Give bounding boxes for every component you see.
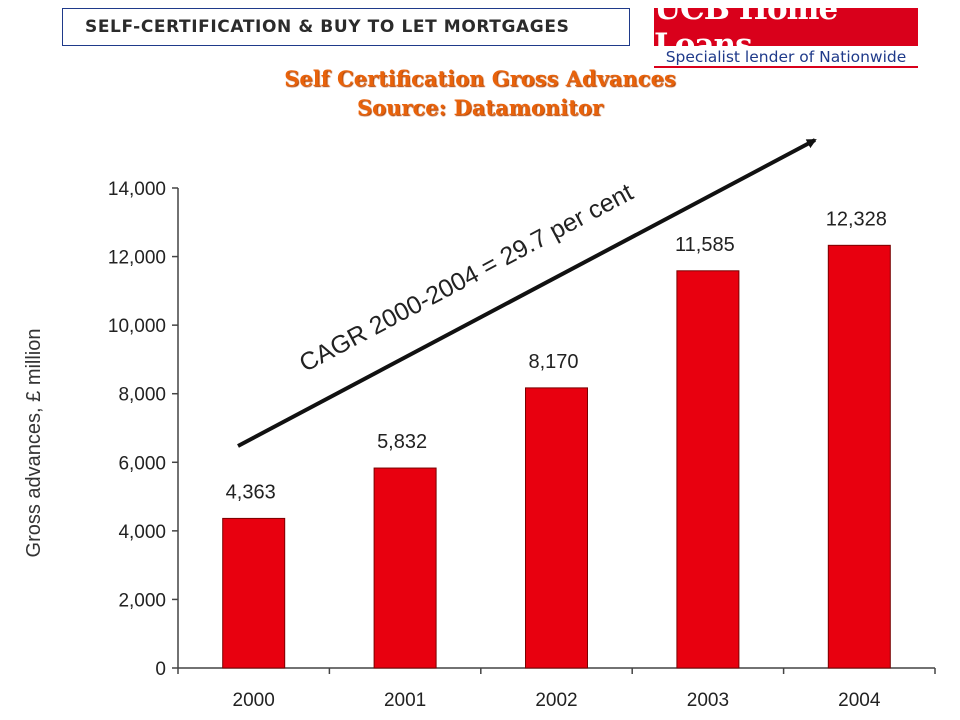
data-label: 8,170	[528, 351, 578, 373]
bar-2004	[827, 244, 891, 669]
data-label: 4,363	[226, 481, 276, 503]
y-tick-label: 12,000	[108, 248, 166, 269]
y-tick-label: 6,000	[118, 453, 166, 474]
chart-title: Self Certification Gross Advances	[284, 66, 676, 91]
header-title: SELF-CERTIFICATION & BUY TO LET MORTGAGE…	[85, 17, 570, 37]
cagr-annotation: CAGR 2000-2004 = 29.7 per cent	[295, 178, 638, 378]
ucb-logo: UCB Home Loans Specialist lender of Nati…	[654, 0, 918, 70]
x-tick-label: 2000	[233, 690, 275, 711]
y-tick-label: 14,000	[108, 179, 166, 200]
data-label: 5,832	[377, 431, 427, 453]
y-tick-label: 10,000	[108, 316, 166, 337]
bar-2002	[525, 387, 588, 669]
y-tick-label: 4,000	[118, 522, 166, 543]
header-banner: SELF-CERTIFICATION & BUY TO LET MORTGAGE…	[62, 8, 630, 46]
x-tick-label: 2004	[838, 690, 881, 711]
x-tick-label: 2003	[687, 690, 729, 711]
y-axis-label: Gross advances, £ million	[23, 329, 45, 558]
chart-subtitle: Source: Datamonitor	[356, 95, 604, 120]
bar-2000	[222, 517, 286, 669]
logo-tagline: Specialist lender of Nationwide	[654, 46, 918, 68]
x-tick-label: 2002	[535, 690, 577, 711]
y-tick-label: 0	[155, 659, 166, 680]
x-tick-label: 2001	[384, 690, 426, 711]
y-tick-label: 2,000	[118, 590, 166, 611]
data-label: 11,585	[675, 234, 735, 256]
bar-2003	[676, 270, 740, 669]
cagr-arrow	[237, 138, 817, 448]
data-label: 12,328	[826, 208, 887, 230]
y-tick-label: 8,000	[118, 385, 166, 406]
bar-2001	[373, 467, 437, 669]
